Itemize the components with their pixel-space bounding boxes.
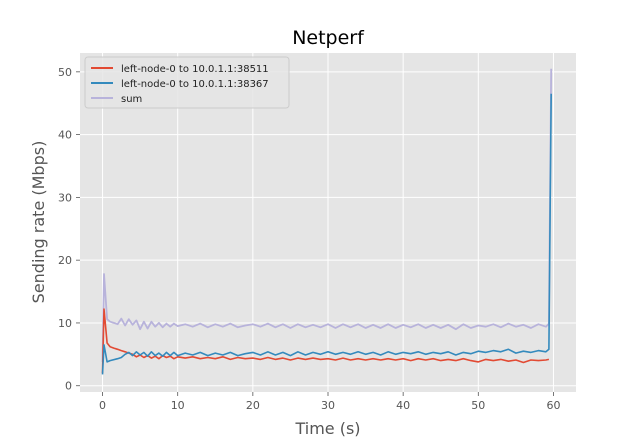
legend-item: left-node-0 to 10.0.1.1:38511: [91, 64, 269, 75]
x-tick-label: 20: [246, 399, 260, 412]
x-tick-label: 50: [471, 399, 485, 412]
y-tick-label: 40: [58, 129, 72, 142]
y-tick-label: 50: [58, 66, 72, 79]
y-axis-label: Sending rate (Mbps): [29, 141, 48, 304]
series-line-2: [101, 93, 552, 375]
y-tick-label: 10: [58, 317, 72, 330]
chart-title: Netperf: [292, 27, 365, 49]
x-tick-label: 10: [171, 399, 185, 412]
series-line-1: [101, 308, 550, 374]
y-axis-ticks: 0 10 20 30 40 50: [58, 66, 80, 393]
x-tick-label: 30: [321, 399, 335, 412]
x-axis-label: Time (s): [294, 419, 360, 438]
legend-label: left-node-0 to 10.0.1.1:38511: [121, 64, 269, 75]
legend-item: sum: [91, 94, 142, 105]
legend-item: left-node-0 to 10.0.1.1:38367: [91, 79, 269, 90]
y-tick-label: 20: [58, 254, 72, 267]
series-line-3: [101, 68, 553, 362]
legend-label: left-node-0 to 10.0.1.1:38367: [121, 79, 269, 90]
legend-box: [84, 56, 290, 109]
x-axis-ticks: 0 10 20 30 40 50 60: [99, 392, 560, 412]
series-lines: [101, 68, 553, 375]
grid: [80, 53, 576, 392]
legend: left-node-0 to 10.0.1.1:38511 left-node-…: [84, 56, 290, 109]
y-tick-label: 0: [65, 380, 72, 393]
x-tick-label: 40: [396, 399, 410, 412]
x-tick-label: 60: [546, 399, 560, 412]
y-tick-label: 30: [58, 191, 72, 204]
legend-label: sum: [121, 94, 142, 105]
x-tick-label: 0: [99, 399, 106, 412]
